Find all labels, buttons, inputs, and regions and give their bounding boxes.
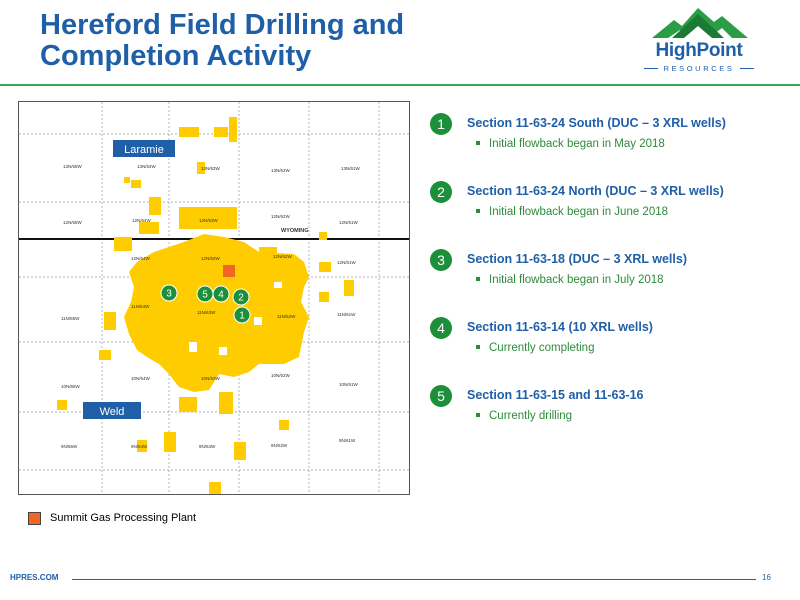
title-line-1: Hereford Field Drilling and: [40, 9, 405, 41]
township-label: 12N/64W: [132, 218, 152, 223]
township-label: 13N/61W: [341, 166, 361, 171]
activity-badge: 4: [430, 317, 452, 339]
township-label: 12N/65W: [63, 220, 83, 225]
mountain-icon: [652, 8, 748, 38]
activity-badge: 1: [430, 113, 452, 135]
activity-detail: Initial flowback began in May 2018: [476, 138, 665, 150]
township-label: 11N/65W: [61, 316, 80, 321]
section-marker-1: 1: [233, 306, 251, 324]
section-marker-5: 5: [196, 285, 214, 303]
activity-heading: Section 11-63-15 and 11-63-16: [467, 388, 644, 402]
township-label: 10N/62W: [271, 373, 291, 378]
township-label: 12N/63W: [199, 218, 219, 223]
activity-heading: Section 11-63-24 North (DUC – 3 XRL well…: [467, 184, 724, 198]
slide-title: Hereford Field Drilling and Completion A…: [40, 10, 460, 72]
title-line-2: Completion Activity: [40, 40, 312, 72]
legend-label: Summit Gas Processing Plant: [50, 512, 197, 524]
bullet-icon: [476, 344, 480, 349]
township-label: 10N/65W: [61, 384, 81, 389]
township-label: 10N/61W: [339, 382, 359, 387]
activity-badge: 2: [430, 181, 452, 203]
township-label: 10N/64W: [131, 376, 151, 381]
township-label: 11N/63W: [197, 310, 216, 315]
activity-detail: Initial flowback began in June 2018: [476, 206, 668, 218]
bullet-icon: [476, 276, 480, 281]
activity-detail: Currently completing: [476, 342, 594, 354]
township-label: 13N/64W: [137, 164, 157, 169]
bullet-icon: [476, 140, 480, 145]
activity-detail: Currently drilling: [476, 410, 572, 422]
activity-heading: Section 11-63-24 South (DUC – 3 XRL well…: [467, 116, 726, 130]
township-label: 9N/64W: [131, 444, 148, 449]
township-label: 12N/64W: [131, 256, 151, 261]
township-label: 11N/64W: [131, 304, 150, 309]
state-label: WYOMING: [281, 228, 309, 234]
plant-marker: [223, 265, 235, 277]
plant-legend-icon: [28, 512, 41, 525]
township-label: 13N/63W: [201, 166, 221, 171]
weld-label: Weld: [100, 406, 125, 418]
township-label: 11N/62W: [277, 314, 296, 319]
laramie-label: Laramie: [124, 144, 164, 156]
activity-detail: Initial flowback began in July 2018: [476, 274, 664, 286]
footer-url[interactable]: HPRES.COM: [10, 573, 59, 582]
activity-heading: Section 11-63-18 (DUC – 3 XRL wells): [467, 252, 687, 266]
map-canvas: Laramie Weld WYOMING 13N/65W 13N/64W 13N/6…: [19, 102, 409, 494]
township-label: 13N/65W: [63, 164, 83, 169]
township-label: 12N/63W: [201, 256, 221, 261]
highpoint-logo: HighPoint RESOURCES: [640, 4, 758, 80]
township-label: 9N/61W: [339, 438, 356, 443]
township-label: 10N/63W: [201, 376, 221, 381]
svg-text:3: 3: [166, 289, 172, 300]
logo-subtitle: RESOURCES: [640, 64, 758, 73]
activity-badge: 5: [430, 385, 452, 407]
svg-text:4: 4: [218, 290, 224, 301]
township-label: 12N/62W: [273, 254, 293, 259]
activity-badge: 3: [430, 249, 452, 271]
section-marker-2: 2: [232, 288, 250, 306]
township-label: 11N/61W: [337, 312, 356, 317]
township-label: 12N/61W: [337, 260, 357, 265]
township-label: 9N/62W: [271, 443, 288, 448]
bullet-icon: [476, 412, 480, 417]
footer-rule: [72, 579, 756, 580]
section-marker-3: 3: [160, 284, 178, 302]
section-marker-4: 4: [212, 285, 230, 303]
bullet-icon: [476, 208, 480, 213]
laramie-label-bg: [113, 140, 175, 157]
svg-text:5: 5: [202, 290, 208, 301]
logo-brand: HighPoint: [655, 40, 743, 61]
township-label: 13N/62W: [271, 168, 291, 173]
township-label: 12N/62W: [271, 214, 291, 219]
page-number: 16: [762, 573, 771, 582]
township-label: 9N/63W: [199, 444, 216, 449]
township-label: 9N/65W: [61, 444, 78, 449]
weld-label-bg: [83, 402, 141, 419]
svg-text:1: 1: [239, 311, 245, 322]
acreage-map: Laramie Weld WYOMING 13N/65W 13N/64W 13N/6…: [18, 101, 410, 495]
township-label: 12N/61W: [339, 220, 359, 225]
activity-heading: Section 11-63-14 (10 XRL wells): [467, 320, 653, 334]
svg-text:2: 2: [238, 293, 244, 304]
header-rule: [0, 84, 800, 86]
